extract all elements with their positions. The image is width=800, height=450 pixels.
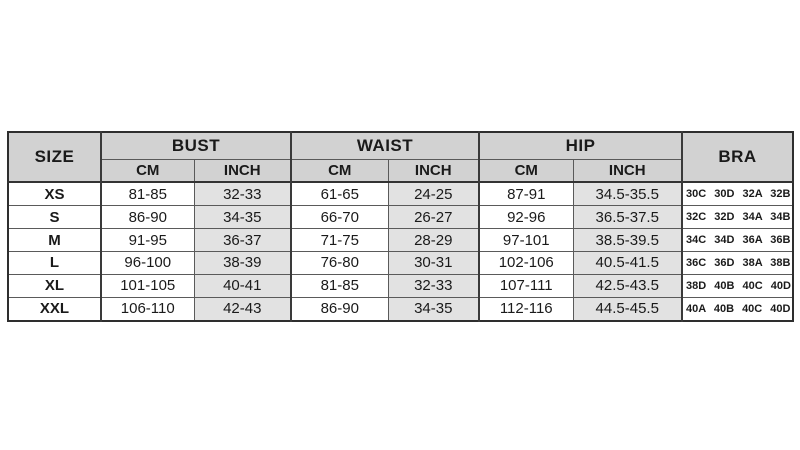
table-row-l: L 96-100 38-39 76-80 30-31 102-106 40.5-… [7,250,794,275]
waist-cm-value: 61-65 [290,181,389,207]
header-bust: BUST [100,131,292,160]
bust-inch-value: 34-35 [193,205,292,230]
table-row-m: M 91-95 36-37 71-75 28-29 97-101 38.5-39… [7,228,794,252]
waist-cm-value: 66-70 [290,205,389,230]
waist-inch-value: 30-31 [387,250,480,275]
bust-cm-value: 96-100 [100,250,195,275]
waist-inch-value: 28-29 [387,228,480,252]
bra-sizes-value: 36C 36D 38A 38B [681,250,794,275]
header-row-groups: SIZE BUST WAIST HIP BRA [7,131,794,183]
bust-inch-value: 32-33 [193,181,292,207]
waist-inch-value: 34-35 [387,296,480,322]
waist-inch-value: 32-33 [387,273,480,298]
bra-sizes-value: 30C 30D 32A 32B [681,181,794,207]
bust-cm-value: 81-85 [100,181,195,207]
bust-inch-value: 38-39 [193,250,292,275]
bust-inch-value: 40-41 [193,273,292,298]
bra-sizes-value: 34C 34D 36A 36B [681,228,794,252]
hip-inch-value: 44.5-45.5 [572,296,683,322]
bust-cm-value: 86-90 [100,205,195,230]
header-bust-cm: CM [100,158,195,183]
bust-cm-value: 101-105 [100,273,195,298]
bust-inch-value: 42-43 [193,296,292,322]
header-waist-cm: CM [290,158,389,183]
header-hip: HIP [478,131,683,160]
table-row-xs: XS 81-85 32-33 61-65 24-25 87-91 34.5-35… [7,181,794,207]
waist-cm-value: 76-80 [290,250,389,275]
bust-inch-value: 36-37 [193,228,292,252]
header-size: SIZE [7,131,102,183]
waist-inch-value: 24-25 [387,181,480,207]
table-row-xxl: XXL 106-110 42-43 86-90 34-35 112-116 44… [7,296,794,322]
waist-cm-value: 81-85 [290,273,389,298]
bra-sizes-value: 32C 32D 34A 34B [681,205,794,230]
size-label: XXL [7,296,102,322]
hip-inch-value: 36.5-37.5 [572,205,683,230]
hip-cm-value: 112-116 [478,296,574,322]
hip-inch-value: 40.5-41.5 [572,250,683,275]
header-waist-inch: INCH [387,158,480,183]
hip-cm-value: 87-91 [478,181,574,207]
bra-sizes-value: 40A 40B 40C 40D [681,296,794,322]
table-row-xl: XL 101-105 40-41 81-85 32-33 107-111 42.… [7,273,794,298]
table-row-s: S 86-90 34-35 66-70 26-27 92-96 36.5-37.… [7,205,794,230]
hip-inch-value: 42.5-43.5 [572,273,683,298]
size-label: XS [7,181,102,207]
hip-inch-value: 34.5-35.5 [572,181,683,207]
header-hip-cm: CM [478,158,574,183]
header-waist: WAIST [290,131,480,160]
hip-cm-value: 92-96 [478,205,574,230]
size-label: XL [7,273,102,298]
header-bust-inch: INCH [193,158,292,183]
bust-cm-value: 91-95 [100,228,195,252]
size-chart-table: SIZE BUST WAIST HIP BRA CM INCH CM INCH … [7,131,794,322]
hip-cm-value: 107-111 [478,273,574,298]
size-label: S [7,205,102,230]
bust-cm-value: 106-110 [100,296,195,322]
waist-inch-value: 26-27 [387,205,480,230]
hip-inch-value: 38.5-39.5 [572,228,683,252]
hip-cm-value: 102-106 [478,250,574,275]
waist-cm-value: 71-75 [290,228,389,252]
header-bra: BRA [681,131,794,183]
header-row-units: CM INCH CM INCH CM INCH [8,158,793,183]
size-label: M [7,228,102,252]
header-hip-inch: INCH [572,158,683,183]
size-label: L [7,250,102,275]
hip-cm-value: 97-101 [478,228,574,252]
waist-cm-value: 86-90 [290,296,389,322]
bra-sizes-value: 38D 40B 40C 40D [681,273,794,298]
